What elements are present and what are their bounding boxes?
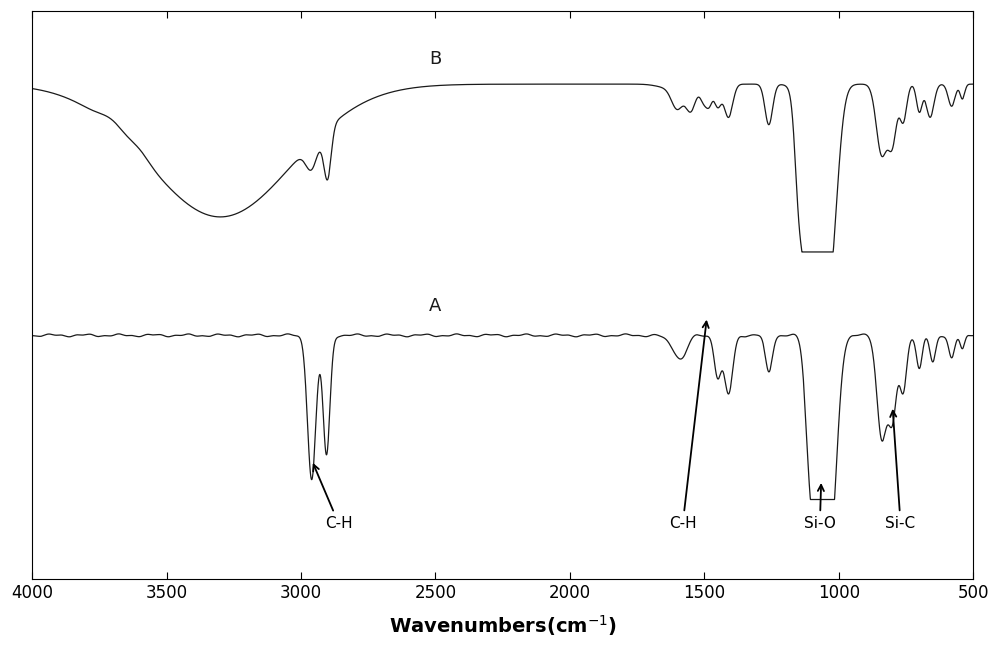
Text: A: A (429, 297, 442, 315)
Text: C-H: C-H (313, 465, 352, 531)
Text: Si-OH: Si-OH (0, 648, 1, 649)
Text: Si-O: Si-O (804, 485, 836, 531)
Text: B: B (429, 50, 442, 67)
X-axis label: Wavenumbers(cm$^{-1}$): Wavenumbers(cm$^{-1}$) (389, 613, 617, 638)
Text: Si-C: Si-C (885, 411, 916, 531)
Text: C-H: C-H (669, 321, 709, 531)
